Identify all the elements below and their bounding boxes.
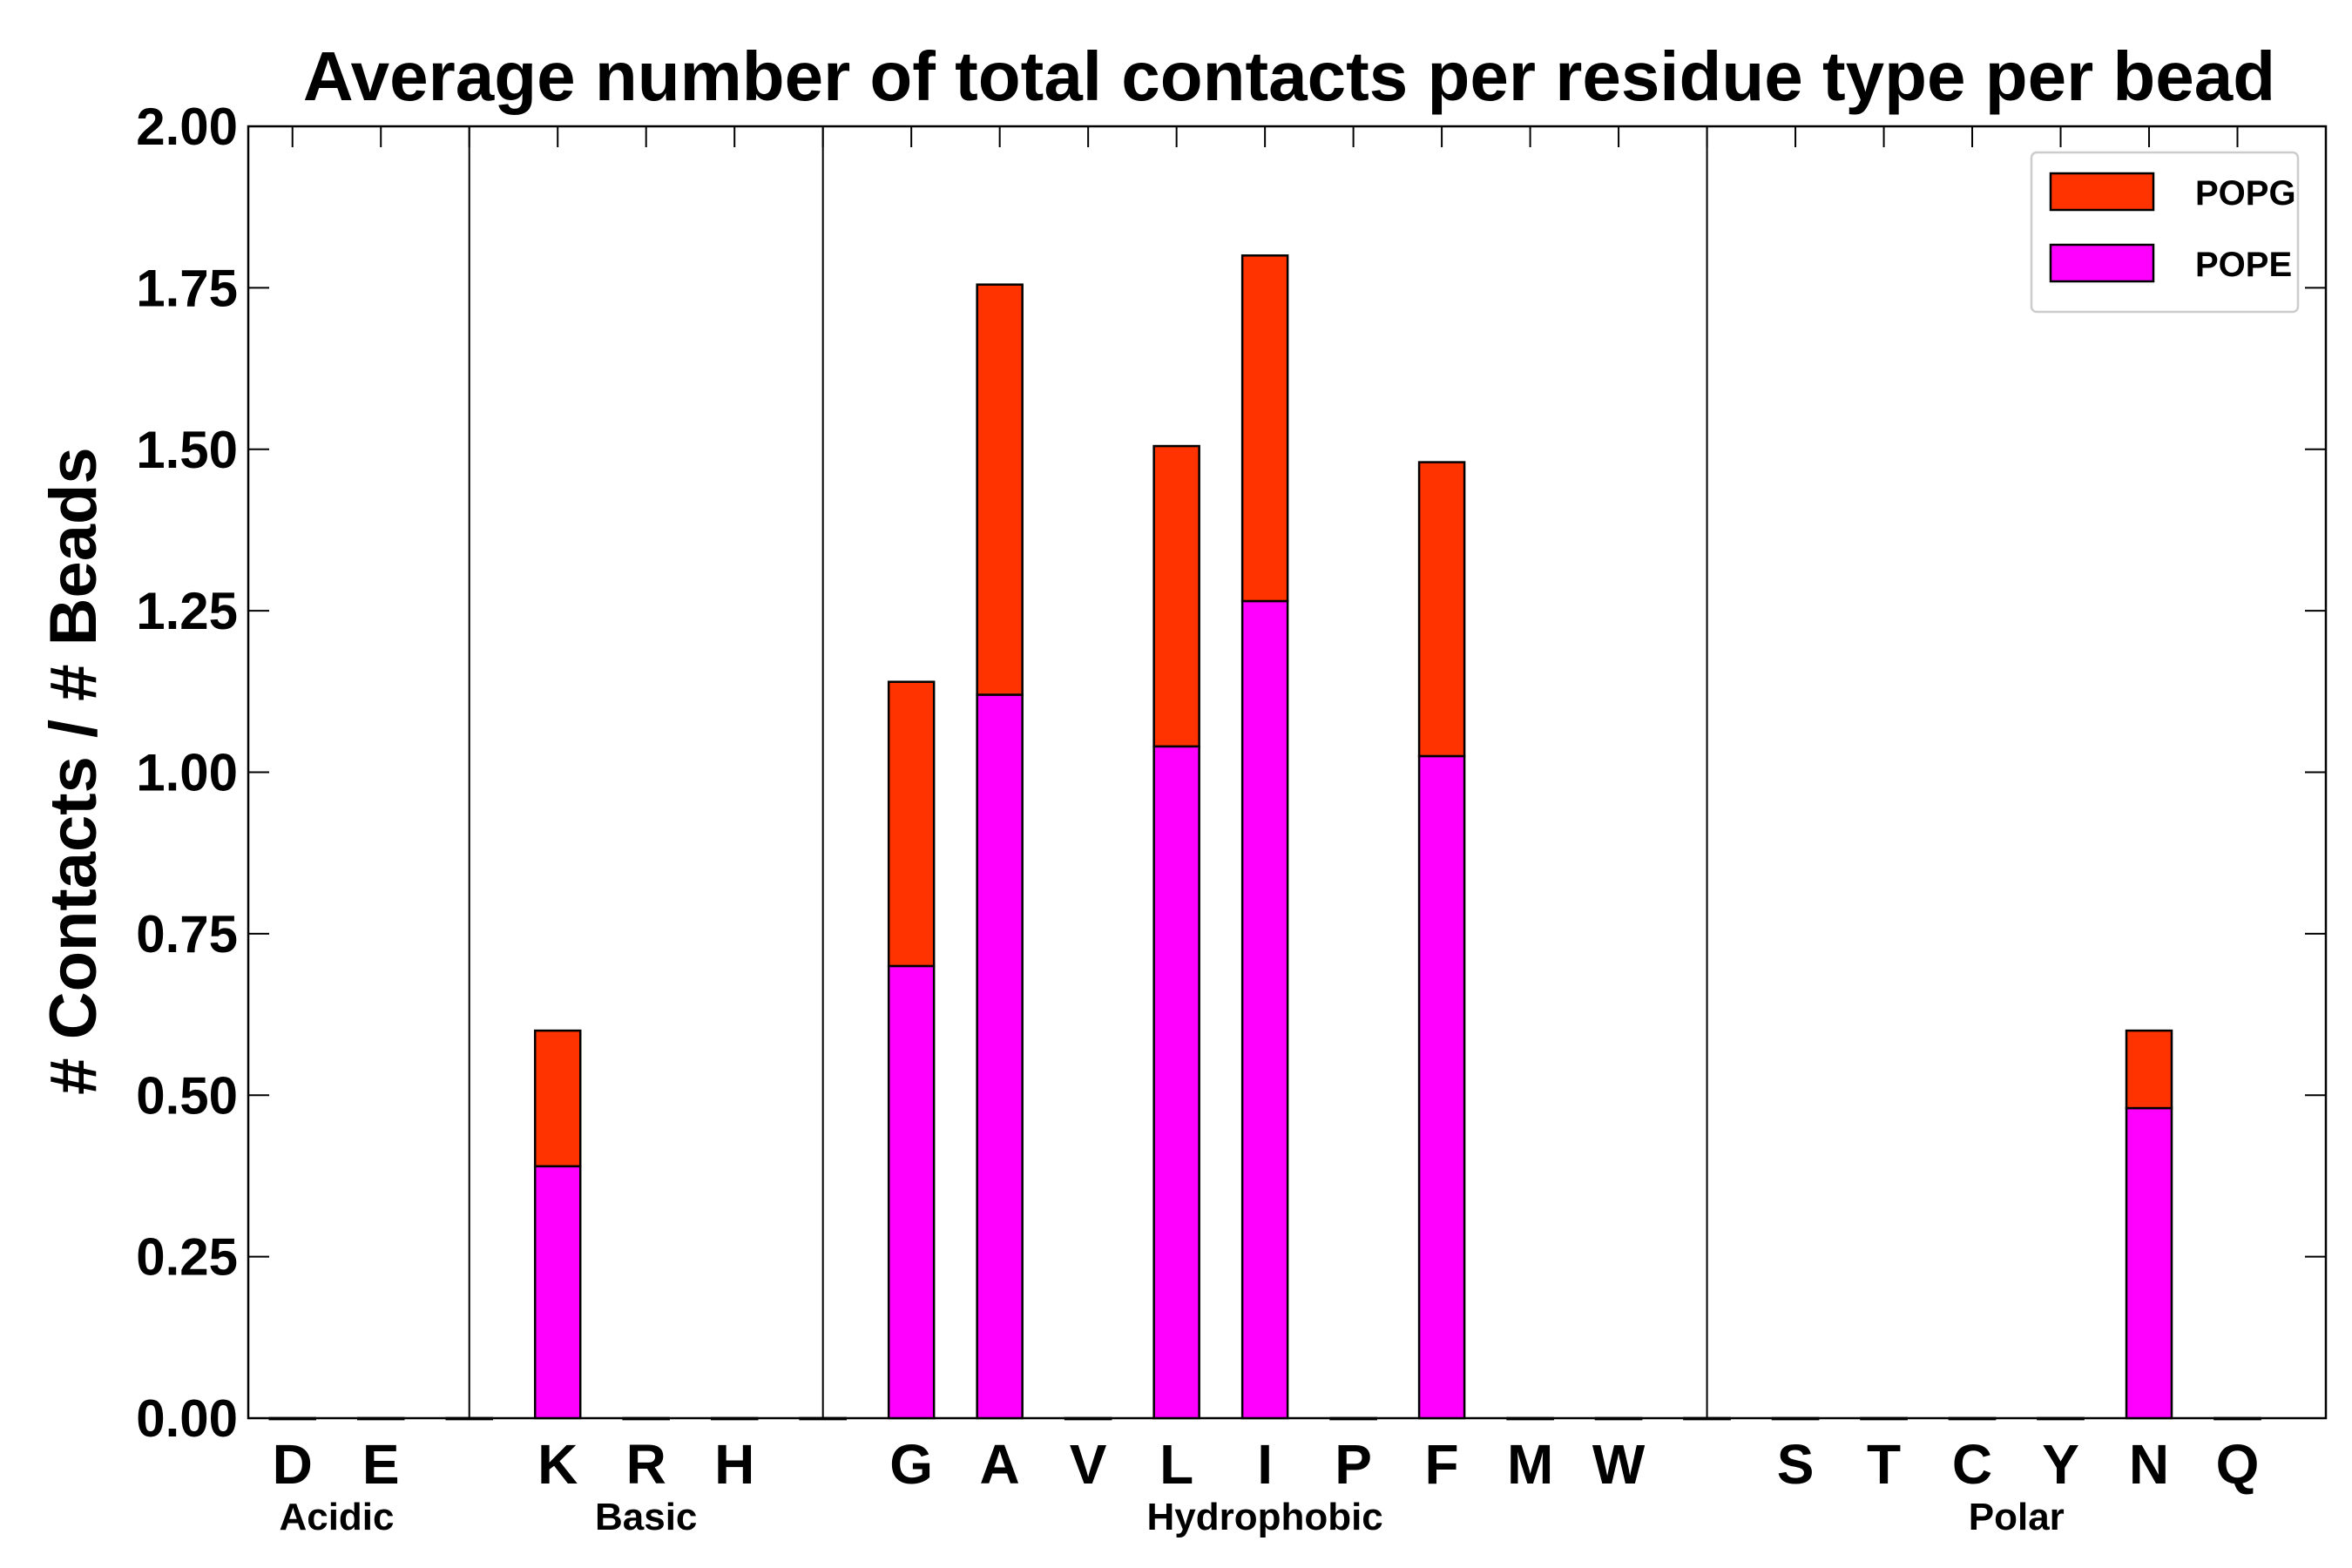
bar-popg-C	[1948, 1416, 1997, 1421]
x-tick-label: V	[1070, 1433, 1107, 1496]
bar-pope-I	[1240, 599, 1289, 1420]
chart-title: Average number of total contacts per res…	[303, 37, 2275, 115]
x-tick-label: M	[1507, 1433, 1553, 1496]
bar-pope-N	[2125, 1106, 2173, 1420]
bar-popg-N	[2125, 1029, 2173, 1110]
x-tick-label: S	[1777, 1433, 1815, 1496]
bar-popg-I	[1240, 254, 1289, 603]
y-tick-label: 1.25	[136, 582, 238, 640]
x-tick-label: H	[714, 1433, 754, 1496]
group-label: Basic	[595, 1496, 697, 1538]
group-label: Acidic	[279, 1496, 394, 1538]
x-tick-label: P	[1335, 1433, 1372, 1496]
x-tick-label: W	[1592, 1433, 1646, 1496]
bar-popg-W	[1594, 1416, 1643, 1421]
y-tick-label: 1.00	[136, 744, 238, 802]
legend-swatch-pope	[2049, 243, 2155, 283]
bar-popg-S	[1771, 1416, 1820, 1421]
bar-popg-D	[268, 1416, 316, 1421]
legend: POPG POPE	[2030, 151, 2300, 314]
bar-pope-G	[887, 964, 936, 1420]
y-tick-label: 0.25	[136, 1228, 238, 1287]
x-tick-label: C	[1952, 1433, 1992, 1496]
bar-popg-A	[976, 283, 1024, 696]
bar-popg-H	[710, 1416, 759, 1421]
x-tick-label: K	[537, 1433, 578, 1496]
bar-pope-L	[1152, 745, 1200, 1420]
y-tick-label: 0.00	[136, 1389, 238, 1448]
bar-popg-gap-16	[1683, 1416, 1731, 1421]
bar-popg-G	[887, 680, 936, 968]
bar-popg-F	[1417, 461, 1466, 758]
legend-label-popg: POPG	[2195, 174, 2296, 213]
x-tick-label: R	[626, 1433, 666, 1496]
bar-popg-P	[1329, 1416, 1377, 1421]
x-tick-label: G	[889, 1433, 933, 1496]
x-tick-label: N	[2129, 1433, 2169, 1496]
y-tick-label: 1.75	[136, 259, 238, 317]
y-tick-label: 0.50	[136, 1066, 238, 1125]
bar-popg-gap-2	[445, 1416, 493, 1421]
bar-popg-R	[622, 1416, 670, 1421]
bar-pope-K	[533, 1165, 582, 1420]
bar-popg-E	[356, 1416, 405, 1421]
bar-popg-Y	[2037, 1416, 2085, 1421]
bar-popg-V	[1064, 1416, 1112, 1421]
group-label: Hydrophobic	[1146, 1496, 1382, 1538]
x-tick-label: A	[980, 1433, 1020, 1496]
x-tick-label: T	[1867, 1433, 1901, 1496]
y-tick-label: 1.50	[136, 421, 238, 479]
group-label: Polar	[1969, 1496, 2065, 1538]
bar-popg-K	[533, 1029, 582, 1168]
x-tick-label: E	[362, 1433, 400, 1496]
x-tick-label: D	[273, 1433, 313, 1496]
y-tick-label: 2.00	[136, 98, 238, 156]
x-tick-label: Y	[2042, 1433, 2079, 1496]
x-tick-label: F	[1425, 1433, 1459, 1496]
bar-popg-M	[1506, 1416, 1554, 1421]
bar-popg-L	[1152, 444, 1200, 748]
bar-pope-A	[976, 693, 1024, 1420]
x-tick-label: I	[1257, 1433, 1273, 1496]
x-tick-label: Q	[2216, 1433, 2260, 1496]
y-axis-label: # Contacts / # Beads	[37, 447, 111, 1094]
bar-popg-Q	[2213, 1416, 2261, 1421]
bar-popg-gap-6	[799, 1416, 847, 1421]
bar-popg-T	[1860, 1416, 1908, 1421]
y-tick-label: 0.75	[136, 905, 238, 963]
bar-pope-F	[1417, 754, 1466, 1420]
legend-label-pope: POPE	[2195, 246, 2292, 284]
legend-swatch-popg	[2049, 172, 2155, 212]
x-tick-label: L	[1159, 1433, 1193, 1496]
